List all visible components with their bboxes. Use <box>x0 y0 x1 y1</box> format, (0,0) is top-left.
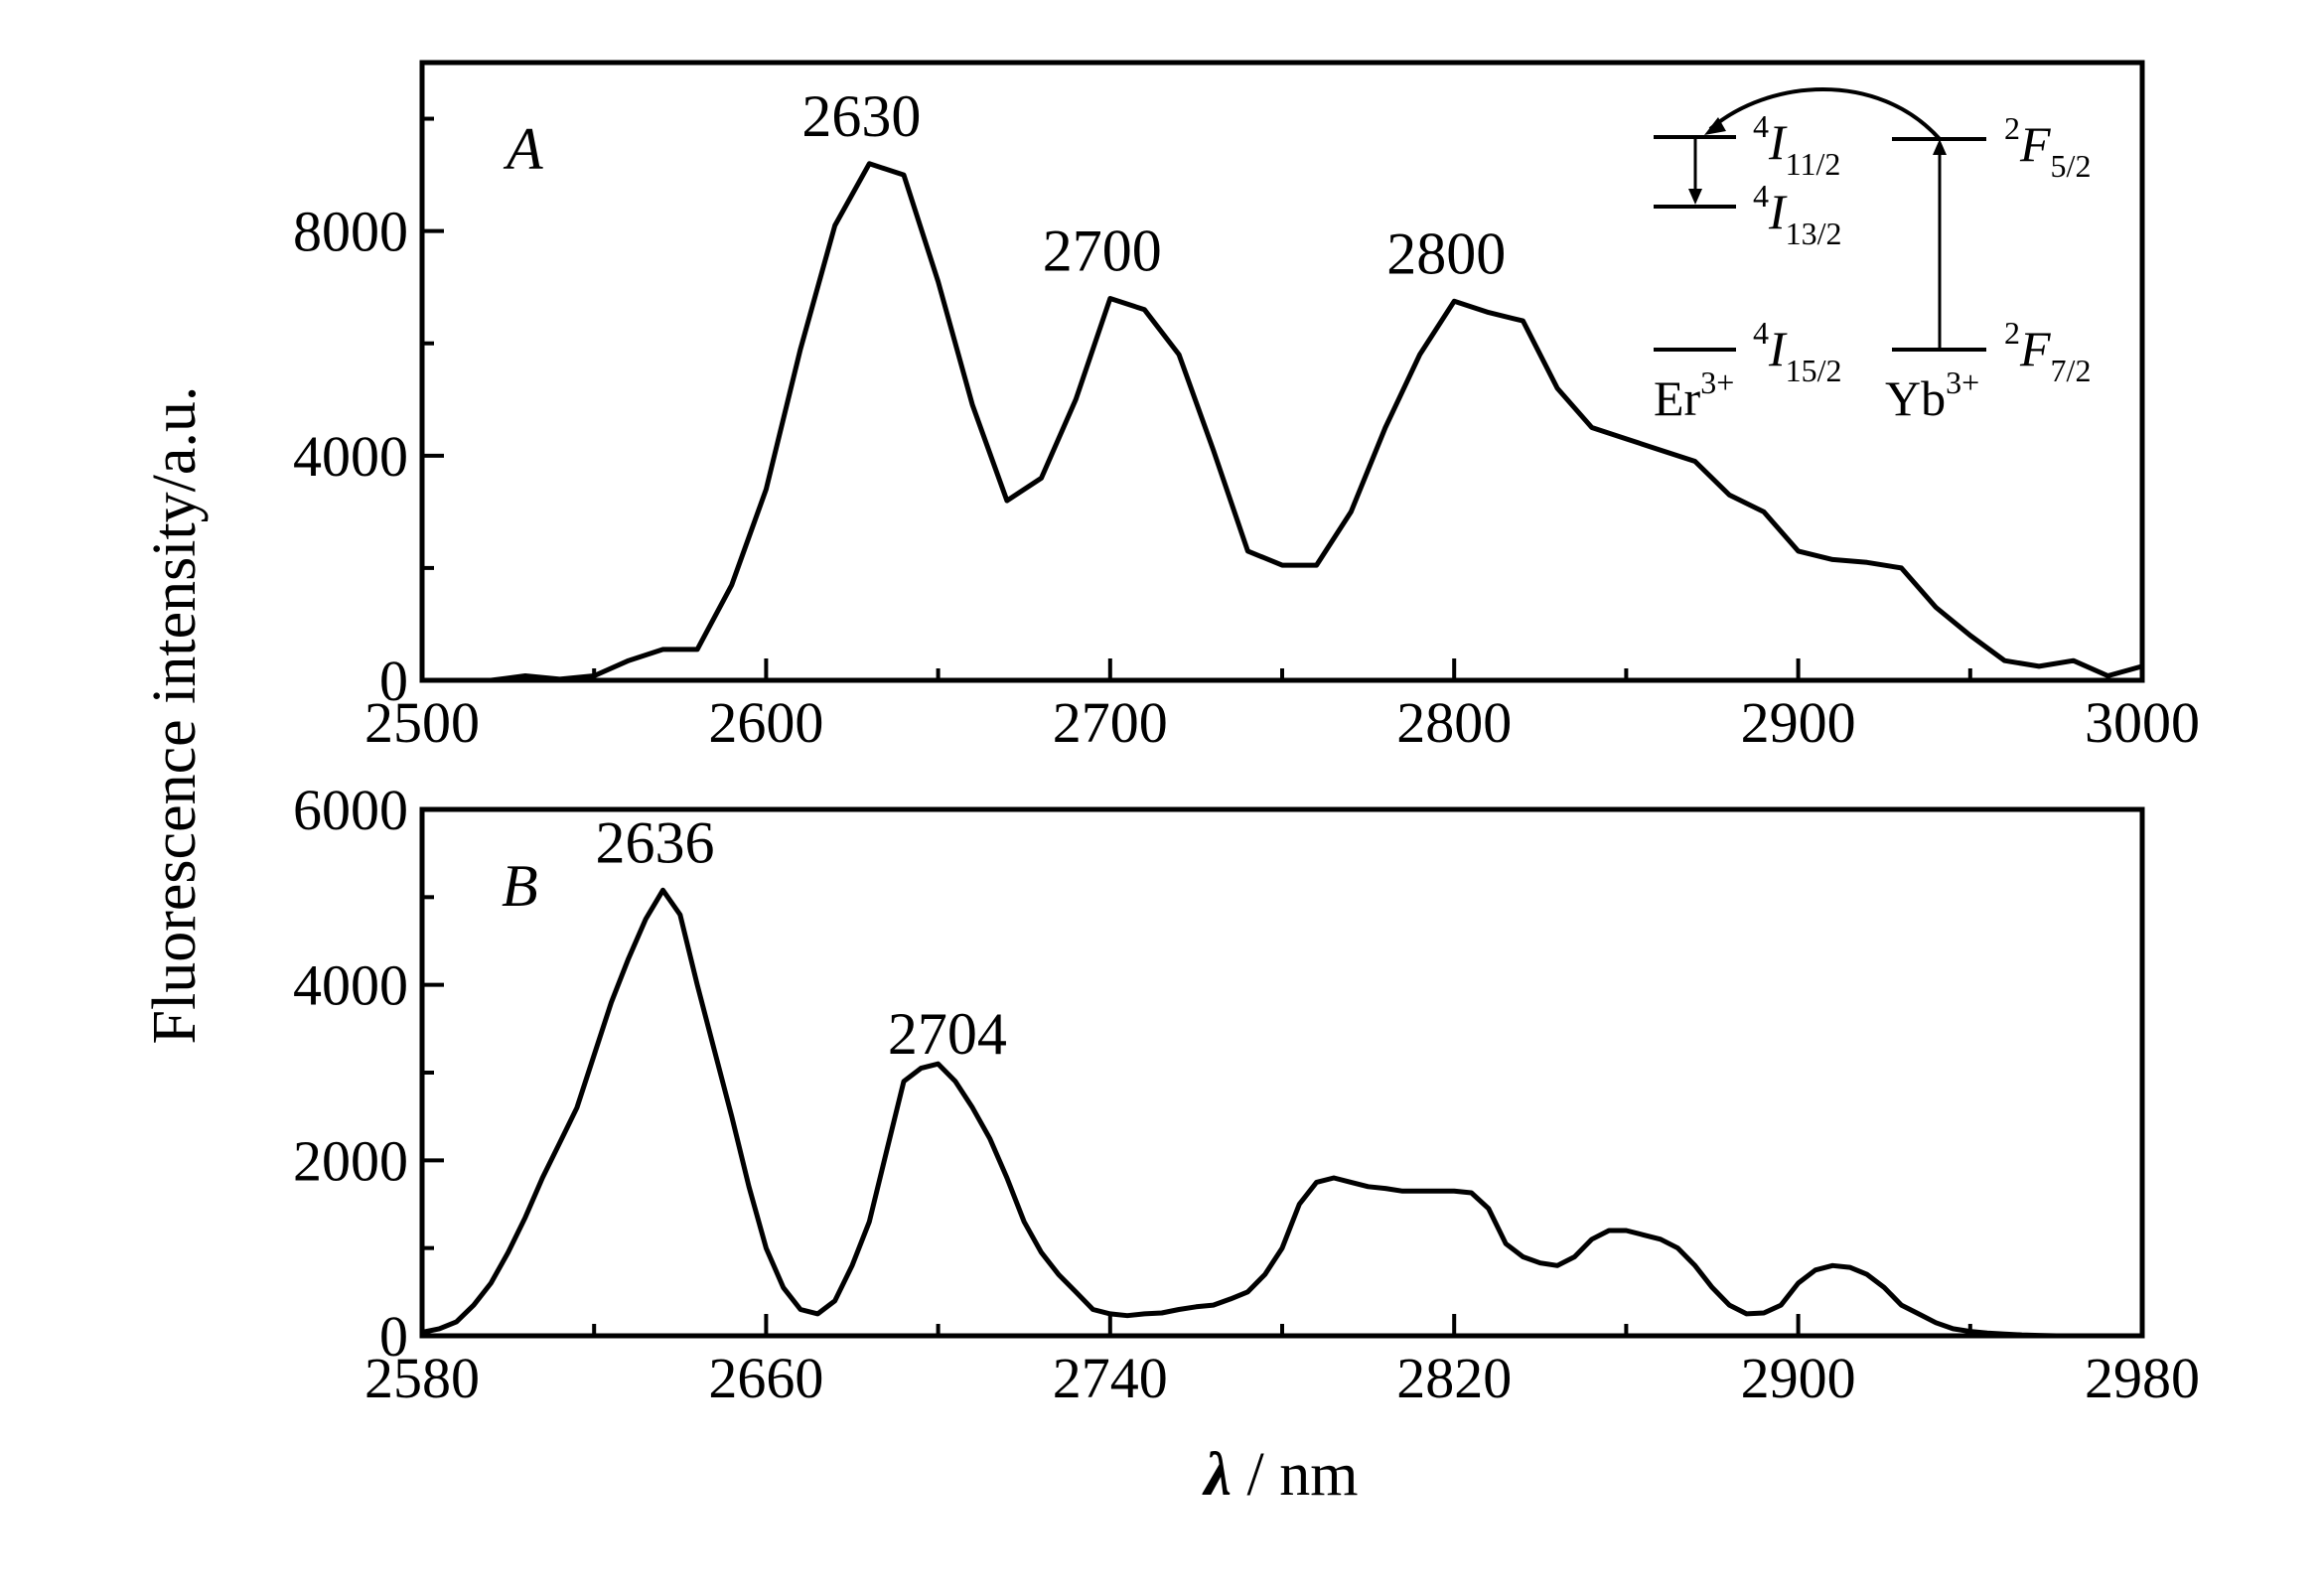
x-axis-title: λ / nm <box>1202 1441 1359 1509</box>
x-tick-label: 2500 <box>364 690 480 755</box>
panel-b-chart: 2580 2660 2740 2820 2900 2980 0 2000 4000 6000 26… <box>293 778 2200 1410</box>
y-tick-label: 0 <box>379 649 408 713</box>
er-level-13-2-label: 4I13/2 <box>1753 178 1842 251</box>
er-level-15-2-label: 4I15/2 <box>1753 315 1842 388</box>
yb-level-5-2-label: 2F5/2 <box>2004 110 2091 184</box>
x-tick-label: 2600 <box>708 690 823 755</box>
x-tick-label: 3000 <box>2085 690 2200 755</box>
panel-b-frame <box>419 806 2145 1339</box>
x-tick-label: 2700 <box>1053 690 1168 755</box>
x-tick-label: 2900 <box>1741 690 1856 755</box>
peak-label: 2800 <box>1386 220 1506 286</box>
panel-b-peak-labels: 2636 2704 <box>595 809 1006 1067</box>
panel-a-tick-labels: 2500 2600 2700 2800 2900 3000 0 4000 8000 <box>293 200 2200 755</box>
y-tick-label: 0 <box>379 1304 408 1369</box>
yb-ion-label: Yb3+ <box>1885 364 1979 426</box>
er-ion-label: Er3+ <box>1654 364 1734 426</box>
peak-label: 2700 <box>1043 218 1162 283</box>
panel-a-chart: 2500 2600 2700 2800 2900 3000 0 4000 8000 2630 27… <box>293 60 2200 755</box>
peak-label: 2630 <box>801 83 921 149</box>
x-tick-label: 2740 <box>1053 1346 1168 1410</box>
panel-a-label: A <box>503 116 543 182</box>
x-tick-label: 2580 <box>364 1346 480 1410</box>
x-tick-label: 2820 <box>1396 1346 1512 1410</box>
x-tick-label: 2800 <box>1396 690 1512 755</box>
y-tick-label: 4000 <box>293 953 408 1018</box>
y-tick-label: 8000 <box>293 200 408 264</box>
yb-pump-arrowhead <box>1933 139 1947 155</box>
energy-transfer-arrowhead <box>1704 117 1726 135</box>
y-axis-title: Fluorescence intensity/a.u. <box>141 386 209 1045</box>
panel-a-series-line <box>422 161 2143 683</box>
x-tick-label: 2980 <box>2085 1346 2200 1410</box>
y-tick-label: 6000 <box>293 778 408 842</box>
panel-b-label: B <box>502 853 538 919</box>
panel-b-ticks <box>420 807 2144 1338</box>
y-tick-label: 2000 <box>293 1128 408 1193</box>
y-tick-label: 4000 <box>293 424 408 489</box>
yb-level-7-2-label: 2F7/2 <box>2004 315 2091 388</box>
panel-b-tick-labels: 2580 2660 2740 2820 2900 2980 0 2000 4000 6000 <box>293 778 2200 1410</box>
energy-transfer-arrow <box>1708 87 1942 141</box>
panel-b-series-line <box>421 887 2142 1339</box>
er-level-11-2-label: 4I11/2 <box>1753 108 1840 182</box>
peak-label: 2636 <box>595 809 714 875</box>
energy-level-inset: 4I11/2 4I13/2 4I15/2 Er3+ 2F5/2 2F7/2 Yb… <box>1654 87 2091 426</box>
er-decay-arrowhead <box>1688 189 1702 205</box>
panel-a-peak-labels: 2630 2700 2800 <box>801 83 1506 287</box>
peak-label: 2704 <box>888 1001 1007 1067</box>
x-tick-label: 2660 <box>708 1346 823 1410</box>
x-tick-label: 2900 <box>1741 1346 1856 1410</box>
